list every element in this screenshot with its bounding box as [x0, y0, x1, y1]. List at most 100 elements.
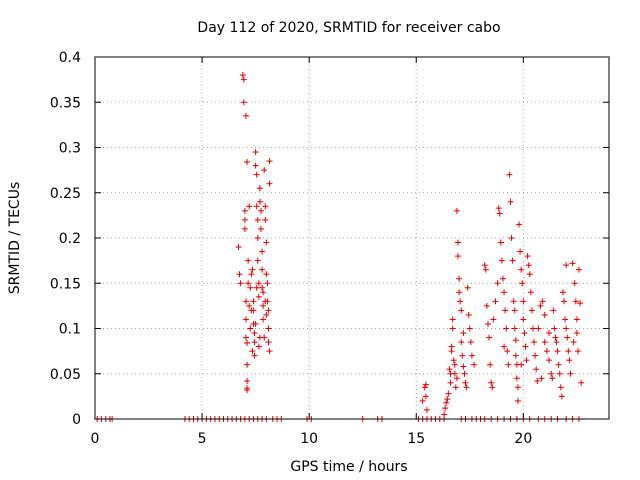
data-point	[249, 348, 256, 355]
data-point	[524, 253, 531, 260]
x-tick-label: 5	[198, 431, 207, 447]
data-point	[244, 158, 251, 165]
data-point	[453, 207, 460, 214]
data-point	[257, 207, 264, 214]
x-tick-label: 10	[300, 431, 318, 447]
data-point	[468, 352, 475, 359]
data-point	[535, 325, 542, 332]
data-point	[509, 257, 516, 264]
data-point	[242, 298, 249, 305]
data-point	[507, 198, 514, 205]
data-point	[250, 298, 257, 305]
data-point	[423, 406, 430, 413]
data-point	[442, 405, 449, 412]
data-point	[446, 366, 453, 373]
data-point	[449, 325, 456, 332]
data-point	[549, 375, 556, 382]
data-point	[457, 298, 464, 305]
data-point	[516, 221, 523, 228]
data-point	[569, 260, 576, 267]
data-point	[551, 325, 558, 332]
axis-ticks: 0 5 10 15 20 0 0.05 0.1 0.15 0.2 0.25 0.3 0.35 0.4	[50, 50, 609, 447]
data-point	[481, 262, 488, 269]
data-point	[553, 339, 560, 346]
data-point	[563, 262, 570, 269]
data-point	[264, 280, 271, 287]
data-point	[265, 339, 272, 346]
data-point	[506, 171, 513, 178]
data-point	[505, 361, 512, 368]
data-point	[235, 244, 242, 251]
data-point	[532, 352, 539, 359]
data-point	[263, 311, 270, 318]
y-axis-label: SRMTID / TECUs	[7, 182, 23, 295]
data-point	[464, 284, 471, 291]
data-point	[242, 316, 249, 323]
data-point	[574, 348, 581, 355]
y-tick-label: 0.25	[50, 186, 81, 202]
data-point	[498, 257, 505, 264]
data-point	[262, 216, 269, 223]
data-point	[561, 298, 568, 305]
data-point	[451, 370, 458, 377]
data-point	[455, 239, 462, 246]
data-point	[448, 348, 455, 355]
x-tick-label: 0	[91, 431, 100, 447]
data-point	[562, 316, 569, 323]
data-point	[460, 330, 467, 337]
data-point	[459, 352, 466, 359]
data-point	[242, 112, 249, 119]
data-point	[546, 330, 553, 337]
data-point	[256, 334, 263, 341]
data-point	[254, 216, 261, 223]
data-point	[262, 298, 269, 305]
data-point	[484, 320, 491, 327]
data-point	[252, 320, 259, 327]
data-point	[237, 280, 244, 287]
data-point	[241, 225, 248, 232]
data-point	[460, 363, 467, 370]
data-point	[445, 390, 452, 397]
data-point	[244, 361, 251, 368]
data-point	[550, 307, 557, 314]
data-point	[514, 397, 521, 404]
data-point	[263, 239, 270, 246]
data-point	[455, 253, 462, 260]
data-point	[244, 377, 251, 384]
data-point	[527, 289, 534, 296]
data-point	[503, 325, 510, 332]
y-tick-label: 0	[72, 412, 81, 428]
data-point	[265, 325, 272, 332]
data-point	[525, 262, 532, 269]
data-point	[260, 316, 267, 323]
data-point	[245, 280, 252, 287]
y-tick-label: 0.3	[59, 141, 81, 157]
data-point	[242, 334, 249, 341]
data-point	[502, 307, 509, 314]
data-point	[526, 271, 533, 278]
data-point	[466, 325, 473, 332]
data-point	[494, 280, 501, 287]
data-point	[247, 284, 254, 291]
data-point	[520, 316, 527, 323]
data-point	[443, 399, 450, 406]
data-point	[251, 339, 258, 346]
data-point	[541, 311, 548, 318]
data-point	[518, 361, 525, 368]
data-point	[521, 330, 528, 337]
data-point	[252, 162, 259, 169]
data-point	[255, 343, 262, 350]
data-point	[499, 275, 506, 282]
data-point	[462, 379, 469, 386]
data-point	[259, 266, 266, 273]
data-point	[246, 302, 253, 309]
data-point	[557, 384, 564, 391]
data-point	[453, 375, 460, 382]
data-point	[529, 325, 536, 332]
data-points	[94, 72, 585, 422]
data-point	[252, 149, 259, 156]
data-point	[490, 316, 497, 323]
data-point	[512, 352, 519, 359]
data-point	[263, 271, 270, 278]
